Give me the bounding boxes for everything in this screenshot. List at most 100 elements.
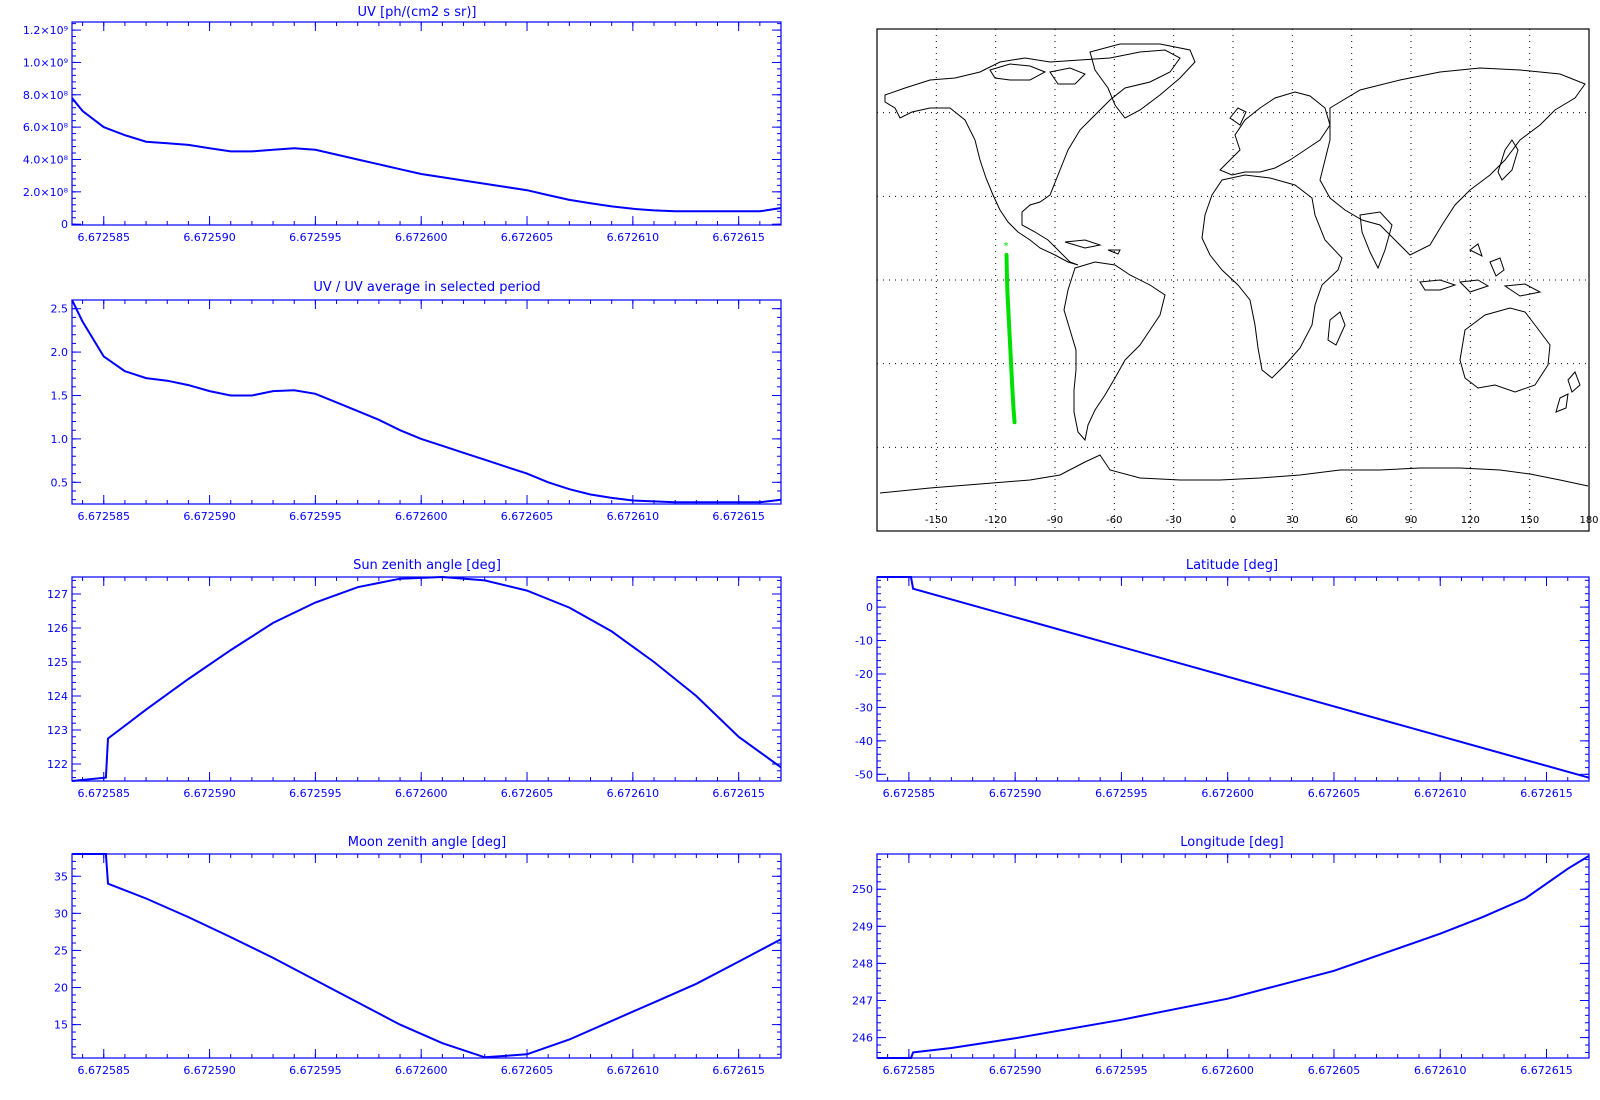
- map-lon-tick-label: -60: [1106, 515, 1122, 526]
- panel-uv-ratio-title: UV / UV average in selected period: [313, 280, 540, 295]
- longitude-x-tick-label: 6.672615: [1520, 1064, 1573, 1077]
- sun-zenith-x-tick-label: 6.672595: [289, 787, 342, 800]
- latitude-x-tick-label: 6.672610: [1414, 787, 1467, 800]
- uv-ratio-y-tick-label: 1.5: [51, 389, 69, 402]
- coast-arctic-islands: [989, 63, 1086, 85]
- longitude-y-tick-label: 249: [852, 920, 873, 933]
- map-lon-tick-label: 180: [1579, 515, 1598, 526]
- sun-zenith-x-tick-label: 6.672600: [395, 787, 448, 800]
- moon-zenith-y-tick-label: 30: [54, 907, 68, 920]
- uv-y-tick-label: 2.0×10⁸: [23, 186, 69, 199]
- moon-zenith-plot-frame: [71, 853, 782, 1059]
- sun-zenith-y-tick-label: 127: [47, 588, 68, 601]
- latitude-x-tick-label: 6.672605: [1308, 787, 1361, 800]
- coast-caribbean: [1064, 239, 1121, 255]
- map-lon-tick-label: -120: [984, 515, 1007, 526]
- longitude-x-tick-label: 6.672585: [883, 1064, 936, 1077]
- moon-zenith-x-tick-label: 6.672615: [712, 1064, 765, 1077]
- panel-latitude: Latitude [deg] -50 -40 -30 -20 -10 0 6.672585 6…: [855, 558, 1590, 800]
- latitude-y-tick-label: -40: [855, 735, 873, 748]
- sun-zenith-series-line: [71, 575, 782, 782]
- uv-x-tick-label: 6.672585: [77, 231, 130, 244]
- coast-madagascar: [1327, 311, 1346, 346]
- longitude-series-line: [877, 855, 1590, 1059]
- latitude-x-tick-label: 6.672590: [989, 787, 1042, 800]
- uv-ratio-x-tick-label: 6.672600: [395, 510, 448, 523]
- latitude-x-tick-label: 6.672600: [1201, 787, 1254, 800]
- coastlines: [879, 43, 1589, 494]
- coast-europe: [1219, 91, 1331, 176]
- panel-sun-zenith-title: Sun zenith angle [deg]: [353, 558, 501, 573]
- panel-sun-zenith: Sun zenith angle [deg] 122 123 124 125 126 12…: [47, 558, 782, 800]
- map-lon-tick-label: 0: [1230, 515, 1236, 526]
- sun-zenith-x-tick-label: 6.672615: [712, 787, 765, 800]
- uv-series-line: [71, 97, 782, 213]
- uv-y-tick-label: 1.2×10⁹: [23, 24, 68, 37]
- longitude-x-tick-label: 6.672605: [1308, 1064, 1361, 1077]
- map-lon-tick-label: -150: [925, 515, 948, 526]
- uv-x-tick-label: 6.672595: [289, 231, 342, 244]
- sun-zenith-x-tick-label: 6.672610: [607, 787, 660, 800]
- map-lon-tick-label: 150: [1520, 515, 1539, 526]
- uv-ratio-x-tick-label: 6.672615: [712, 510, 765, 523]
- coast-south-america: [1063, 261, 1166, 442]
- uv-ratio-y-tick-label: 2.0: [51, 346, 69, 359]
- panel-uv: UV [ph/(cm2 s sr)] 0 2.0×10⁸ 4.0×10⁸ 6.0×10…: [23, 5, 782, 244]
- coast-antarctica: [879, 454, 1589, 494]
- sun-zenith-y-tick-label: 126: [47, 622, 68, 635]
- uv-ratio-x-tick-label: 6.672595: [289, 510, 342, 523]
- uv-x-tick-label: 6.672590: [183, 231, 236, 244]
- panel-longitude: Longitude [deg] 246 247 248 249 250 6.672585 6…: [852, 835, 1590, 1077]
- world-map: * -150 -120 -90 -60 -30 0 30 60 90 120 150 180: [876, 28, 1599, 532]
- longitude-y-tick-label: 250: [852, 883, 873, 896]
- panel-longitude-title: Longitude [deg]: [1180, 835, 1283, 850]
- coast-new-zealand: [1555, 371, 1581, 413]
- uv-ratio-x-tick-label: 6.672610: [607, 510, 660, 523]
- uv-y-tick-label: 4.0×10⁸: [23, 153, 69, 166]
- uv-ratio-series-line: [71, 299, 782, 504]
- latitude-plot-frame: [876, 576, 1590, 782]
- sun-zenith-x-tick-label: 6.672590: [183, 787, 236, 800]
- satellite-track: [1004, 252, 1017, 425]
- uv-ratio-plot-frame: [71, 299, 782, 505]
- longitude-plot-frame: [876, 853, 1590, 1059]
- sun-zenith-y-tick-label: 122: [47, 758, 68, 771]
- map-lon-tick-label: 120: [1461, 515, 1480, 526]
- uv-ratio-y-tick-label: 0.5: [51, 476, 69, 489]
- longitude-y-tick-label: 247: [852, 995, 873, 1008]
- map-lon-tick-label: 30: [1286, 515, 1299, 526]
- moon-zenith-x-tick-label: 6.672590: [183, 1064, 236, 1077]
- uv-plot-frame: [71, 21, 782, 226]
- uv-y-tick-label: 8.0×10⁸: [23, 89, 69, 102]
- coast-north-america: [884, 49, 1181, 266]
- latitude-y-tick-label: -20: [855, 668, 873, 681]
- moon-zenith-y-tick-label: 15: [54, 1019, 68, 1032]
- panel-moon-zenith: Moon zenith angle [deg] 15 20 25 30 35 6.6725…: [54, 835, 782, 1077]
- map-lon-tick-label: 90: [1405, 515, 1418, 526]
- map-lon-tick-label: -30: [1165, 515, 1181, 526]
- panel-uv-ratio: UV / UV average in selected period 0.5 1.…: [51, 280, 782, 523]
- uv-x-tick-label: 6.672600: [395, 231, 448, 244]
- latitude-x-tick-label: 6.672585: [883, 787, 936, 800]
- uv-x-tick-label: 6.672615: [712, 231, 765, 244]
- uv-x-tick-label: 6.672610: [607, 231, 660, 244]
- moon-zenith-y-tick-label: 25: [54, 944, 68, 957]
- coast-greenland: [1089, 43, 1196, 119]
- uv-ratio-x-tick-label: 6.672585: [77, 510, 130, 523]
- map-lon-tick-label: 60: [1345, 515, 1358, 526]
- sun-zenith-y-tick-label: 125: [47, 656, 68, 669]
- sun-zenith-y-tick-label: 124: [47, 690, 68, 703]
- longitude-x-tick-label: 6.672590: [989, 1064, 1042, 1077]
- latitude-y-tick-label: -10: [855, 635, 873, 648]
- moon-zenith-series-line: [72, 853, 782, 1059]
- moon-zenith-x-tick-label: 6.672605: [501, 1064, 554, 1077]
- longitude-y-tick-label: 248: [852, 957, 873, 970]
- panel-uv-title: UV [ph/(cm2 s sr)]: [358, 5, 477, 20]
- coast-asia: [1319, 67, 1586, 256]
- sun-zenith-x-tick-label: 6.672605: [501, 787, 554, 800]
- longitude-x-tick-label: 6.672595: [1095, 1064, 1148, 1077]
- uv-x-tick-label: 6.672605: [501, 231, 554, 244]
- map-lon-tick-label: -90: [1047, 515, 1063, 526]
- coast-africa: [1201, 174, 1343, 379]
